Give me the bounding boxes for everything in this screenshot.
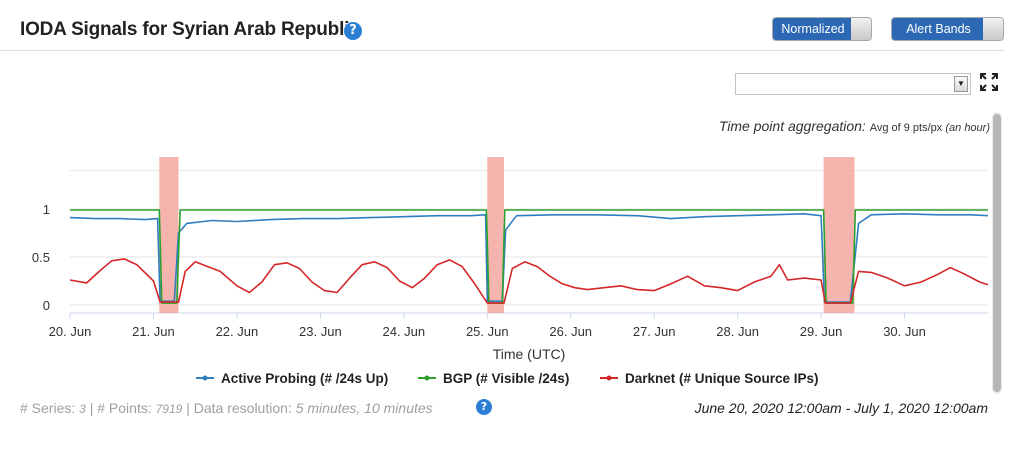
resolution-help-icon[interactable]: ?	[476, 399, 492, 415]
alert-bands-toggle-label: Alert Bands	[892, 18, 985, 40]
y-tick-label: 0	[43, 298, 50, 313]
legend-item[interactable]: Active Probing (# /24s Up)	[221, 371, 388, 386]
signals-header: IODA Signals for Syrian Arab Republic ? …	[0, 0, 1004, 51]
x-tick-label: 26. Jun	[549, 324, 592, 339]
alert-bands-toggle[interactable]: Alert Bands	[891, 17, 1004, 41]
x-tick-label: 20. Jun	[49, 324, 92, 339]
alert-band	[487, 157, 504, 313]
page-title: IODA Signals for Syrian Arab Republic	[20, 19, 360, 40]
x-tick-label: 24. Jun	[382, 324, 425, 339]
alert-band	[159, 157, 179, 313]
y-axis: 00.51	[32, 202, 50, 313]
x-axis-label: Time (UTC)	[493, 346, 566, 362]
x-tick-label: 28. Jun	[716, 324, 759, 339]
alert-band	[823, 157, 855, 313]
aggregation-value: Avg of 9 pts/px (an hour)	[869, 122, 990, 134]
x-tick-label: 29. Jun	[800, 324, 843, 339]
legend-item[interactable]: Darknet (# Unique Source IPs)	[625, 371, 819, 386]
normalized-toggle[interactable]: Normalized	[772, 17, 872, 41]
legend[interactable]: Active Probing (# /24s Up) BGP (# Visible…	[196, 371, 819, 386]
series-select[interactable]: ▼	[735, 73, 971, 95]
x-tick-label: 27. Jun	[633, 324, 676, 339]
toggle-knob	[983, 18, 1003, 40]
alert-bands	[159, 157, 855, 313]
aggregation-label: Time point aggregation:	[718, 118, 866, 134]
x-tick-label: 22. Jun	[216, 324, 259, 339]
y-tick-label: 1	[43, 202, 50, 217]
legend-marker	[424, 375, 430, 381]
scrollbar[interactable]	[992, 112, 1002, 394]
date-range: June 20, 2020 12:00am - July 1, 2020 12:…	[694, 400, 988, 416]
y-tick-label: 0.5	[32, 250, 50, 265]
x-tick-label: 21. Jun	[132, 324, 175, 339]
signals-chart: 00.51 20. Jun 21. Jun 22. Jun 23. Jun 24. Ju…	[32, 157, 989, 386]
series-line-0	[69, 213, 989, 303]
x-axis: 20. Jun 21. Jun 22. Jun 23. Jun 24. Jun 25. J…	[49, 313, 926, 339]
x-tick-label: 30. Jun	[883, 324, 926, 339]
time-aggregation: Time point aggregation: Avg of 9 pts/px …	[719, 118, 990, 134]
normalized-toggle-label: Normalized	[773, 18, 853, 40]
toggle-knob	[851, 18, 871, 40]
legend-marker	[202, 375, 208, 381]
legend-item[interactable]: BGP (# Visible /24s)	[443, 371, 569, 386]
chevron-down-icon[interactable]: ▼	[954, 76, 968, 92]
legend-marker	[606, 375, 612, 381]
series-lines	[69, 209, 989, 304]
series-line-2	[69, 258, 989, 304]
series-info: # Series: 3 | # Points: 7919 | Data reso…	[20, 400, 433, 416]
x-tick-label: 25. Jun	[466, 324, 509, 339]
x-tick-label: 23. Jun	[299, 324, 342, 339]
fullscreen-icon[interactable]	[979, 72, 999, 92]
help-icon[interactable]: ?	[344, 22, 362, 40]
scrollbar-thumb[interactable]	[993, 114, 1001, 392]
